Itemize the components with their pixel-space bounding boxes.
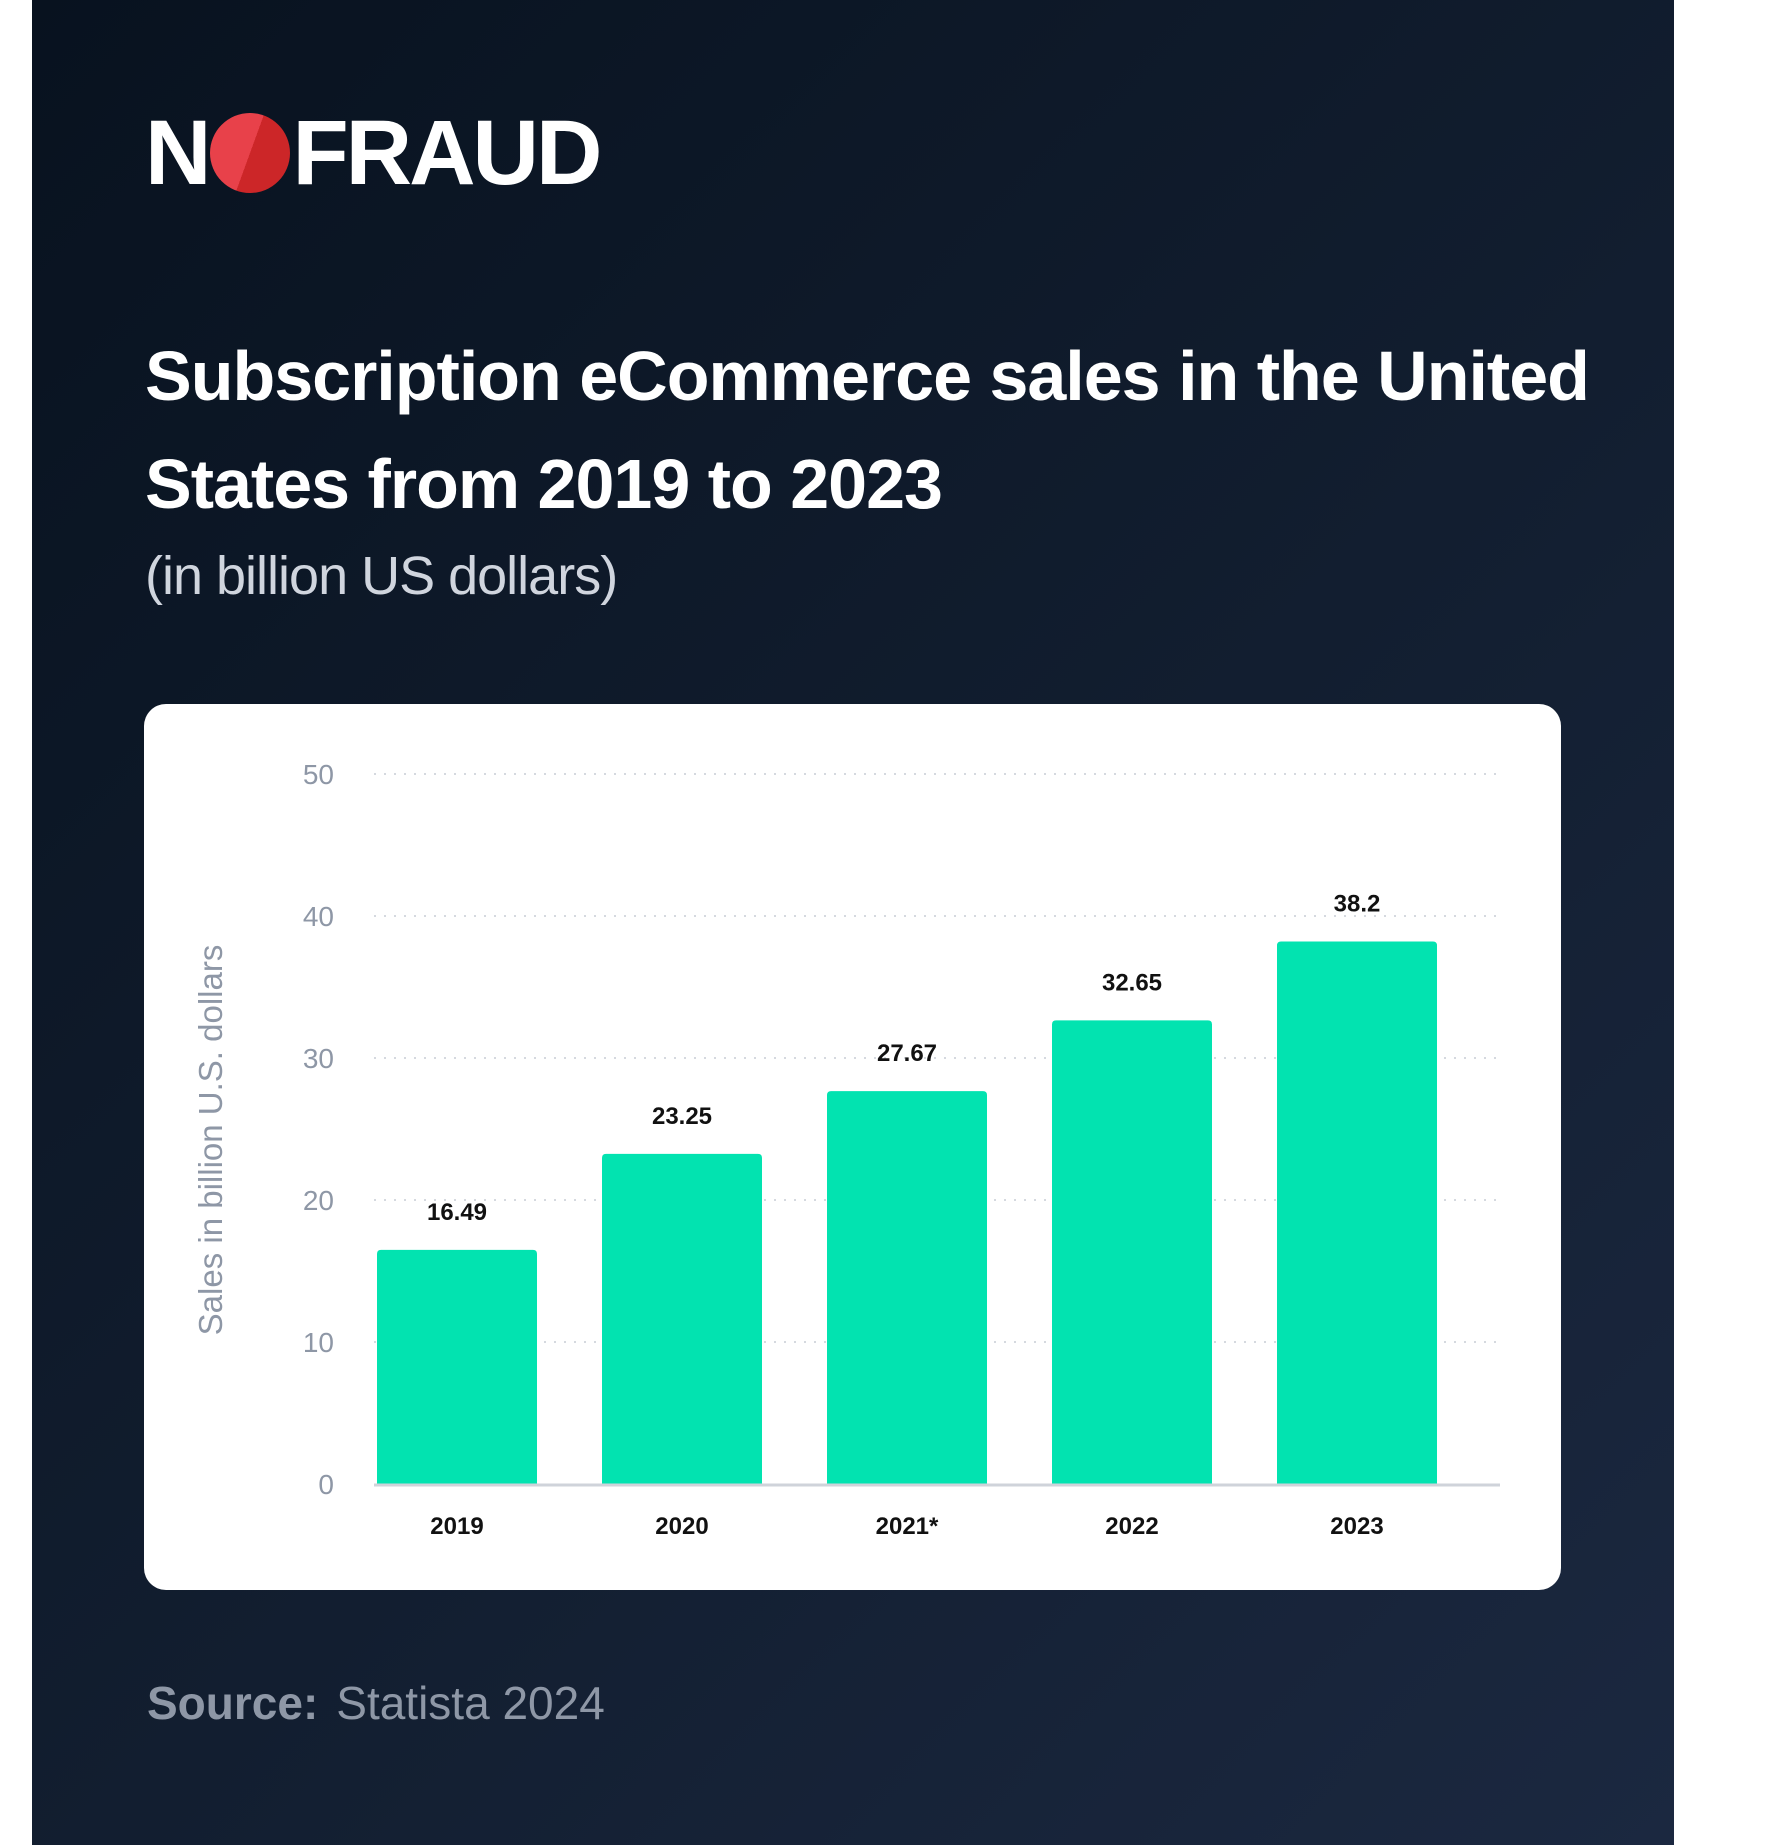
chart-subtitle: (in billion US dollars): [145, 546, 618, 606]
bar: [1277, 941, 1437, 1484]
x-tick-label: 2023: [1330, 1513, 1383, 1540]
value-label: 32.65: [1102, 969, 1162, 996]
value-label: 38.2: [1334, 891, 1381, 918]
logo-circle-icon: [210, 113, 291, 193]
y-tick-label: 20: [303, 1185, 334, 1216]
y-tick-label: 40: [303, 901, 334, 932]
y-tick-label: 30: [303, 1043, 334, 1074]
x-tick-label: 2019: [430, 1513, 483, 1540]
x-tick-label: 2021*: [876, 1513, 939, 1540]
bar: [827, 1091, 987, 1484]
source-label: Source:: [147, 1677, 319, 1729]
x-tick-label: 2020: [655, 1513, 708, 1540]
source-value: Statista 2024: [336, 1677, 605, 1729]
bar: [1052, 1020, 1212, 1484]
value-label: 23.25: [652, 1103, 712, 1130]
value-label: 16.49: [427, 1199, 487, 1226]
y-tick-label: 0: [318, 1469, 334, 1500]
y-axis-label: Sales in billion U.S. dollars: [192, 945, 229, 1336]
nofraud-logo: N FRAUD: [145, 101, 602, 204]
y-tick-label: 10: [303, 1327, 334, 1358]
bar: [602, 1153, 762, 1484]
chart-title: Subscription eCommerce sales in the Unit…: [145, 337, 1590, 523]
source-note: Source: Statista 2024: [147, 1676, 605, 1730]
value-label: 27.67: [877, 1040, 937, 1067]
x-tick-label: 2022: [1105, 1513, 1158, 1540]
y-tick-label: 50: [303, 759, 334, 790]
bar: [377, 1249, 537, 1484]
